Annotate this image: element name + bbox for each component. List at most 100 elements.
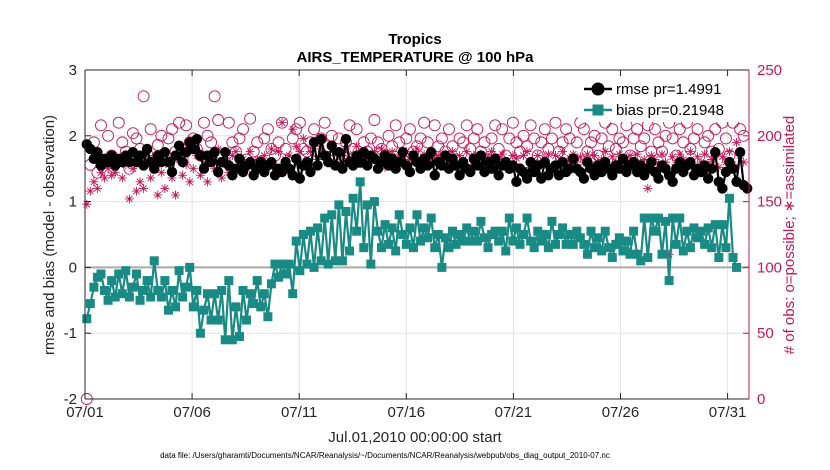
obs-possible-point	[485, 132, 498, 145]
rmse-point	[685, 156, 696, 168]
bias-point	[607, 253, 617, 263]
bias-point	[100, 285, 110, 295]
rmse-point	[404, 166, 416, 178]
bias-point	[405, 223, 415, 233]
obs-possible-point	[308, 123, 320, 136]
bias-point	[664, 276, 674, 286]
obs-possible-point	[130, 132, 143, 145]
obs-assimilated-point	[508, 151, 518, 161]
bias-point	[561, 239, 571, 249]
obs-possible-point	[382, 129, 395, 142]
obs-assimilated-point	[142, 151, 152, 161]
bias-point	[458, 236, 468, 246]
y-axis-right-label: # of obs: o=possible; ∗=assimilated	[781, 116, 798, 355]
rmse-point	[291, 153, 302, 165]
bias-point	[227, 335, 237, 345]
bias-point	[419, 223, 429, 233]
bias-point	[614, 233, 624, 243]
obs-possible-point	[435, 132, 448, 145]
bias-point	[277, 259, 287, 269]
obs-assimilated-point	[288, 124, 298, 134]
bias-point	[355, 177, 365, 187]
legend-rmse-marker	[591, 82, 605, 96]
bias-point	[526, 236, 536, 246]
obs-possible-point	[631, 123, 644, 136]
obs-assimilated-point	[107, 170, 117, 180]
bias-point	[135, 295, 145, 305]
bias-point	[657, 249, 667, 259]
bias-point	[661, 216, 671, 226]
bias-point	[352, 226, 362, 236]
bias-point	[451, 239, 461, 249]
bias-point	[249, 299, 259, 309]
bias-point	[455, 230, 465, 239]
obs-possible-point	[276, 116, 289, 129]
obs-assimilated-point	[298, 133, 308, 143]
legend-bias-marker	[592, 104, 604, 116]
obs-assimilated-point	[376, 144, 386, 154]
obs-possible-point	[201, 129, 214, 142]
bias-point	[582, 249, 592, 259]
bias-point	[380, 220, 390, 230]
y-left-tick-label: 0	[69, 259, 77, 276]
obs-possible-point	[535, 136, 548, 149]
obs-possible-point	[457, 136, 470, 149]
obs-assimilated-point	[171, 190, 181, 200]
bias-point	[597, 246, 607, 256]
y-right-tick-label: 50	[757, 325, 774, 342]
rmse-point	[706, 163, 717, 174]
obs-assimilated-point	[590, 151, 600, 161]
rmse-point	[234, 153, 245, 165]
obs-assimilated-point	[607, 152, 617, 162]
x-tick-label: 07/31	[709, 404, 747, 421]
obs-assimilated-point	[316, 144, 326, 154]
legend: rmse pr=1.4991 bias pr=0.21948	[578, 78, 748, 122]
obs-assimilated-point	[632, 149, 642, 159]
rmse-point	[489, 153, 501, 165]
obs-assimilated-point	[526, 162, 536, 172]
obs-assimilated-point	[146, 173, 156, 183]
bias-point	[309, 262, 319, 272]
bias-point	[519, 230, 529, 239]
obs-possible-point	[666, 132, 679, 145]
rmse-point	[429, 170, 440, 181]
obs-possible-point	[503, 132, 516, 145]
bias-point	[426, 213, 436, 223]
bias-point	[206, 315, 216, 325]
rmse-point	[305, 166, 316, 178]
obs-assimilated-point	[575, 152, 585, 162]
obs-possible-point	[95, 119, 107, 132]
bias-point	[401, 239, 411, 249]
bias-point	[533, 226, 543, 236]
rmse-point	[454, 170, 465, 181]
obs-assimilated-point	[259, 151, 269, 161]
chart-title: Tropics	[388, 31, 441, 48]
rmse-point	[465, 166, 476, 178]
bias-point	[604, 243, 614, 253]
obs-assimilated-point	[707, 154, 717, 164]
y-right-tick-label: 150	[757, 194, 782, 211]
obs-assimilated-point	[245, 147, 255, 157]
bias-point	[149, 256, 159, 266]
bias-point	[483, 243, 493, 253]
obs-assimilated-point	[558, 147, 568, 157]
obs-possible-point	[251, 136, 264, 149]
rmse-point	[333, 147, 345, 158]
bias-series	[82, 177, 742, 345]
bias-point	[469, 226, 479, 236]
bias-point	[639, 213, 649, 223]
bias-point	[540, 230, 550, 239]
bias-point	[366, 259, 376, 269]
bias-point	[373, 226, 383, 236]
obs-assimilated-point	[739, 157, 749, 167]
bias-point	[266, 279, 276, 289]
rmse-point	[521, 173, 533, 184]
obs-assimilated-point	[412, 144, 422, 154]
bias-point	[398, 230, 408, 239]
obs-assimilated-point	[284, 151, 294, 161]
obs-possible-point	[166, 123, 178, 136]
tick-labels: 07/01 07/06 07/11 07/16 07/21 07/26 07/31 -2 -1 0…	[64, 62, 782, 421]
obs-assimilated-point	[131, 186, 141, 196]
